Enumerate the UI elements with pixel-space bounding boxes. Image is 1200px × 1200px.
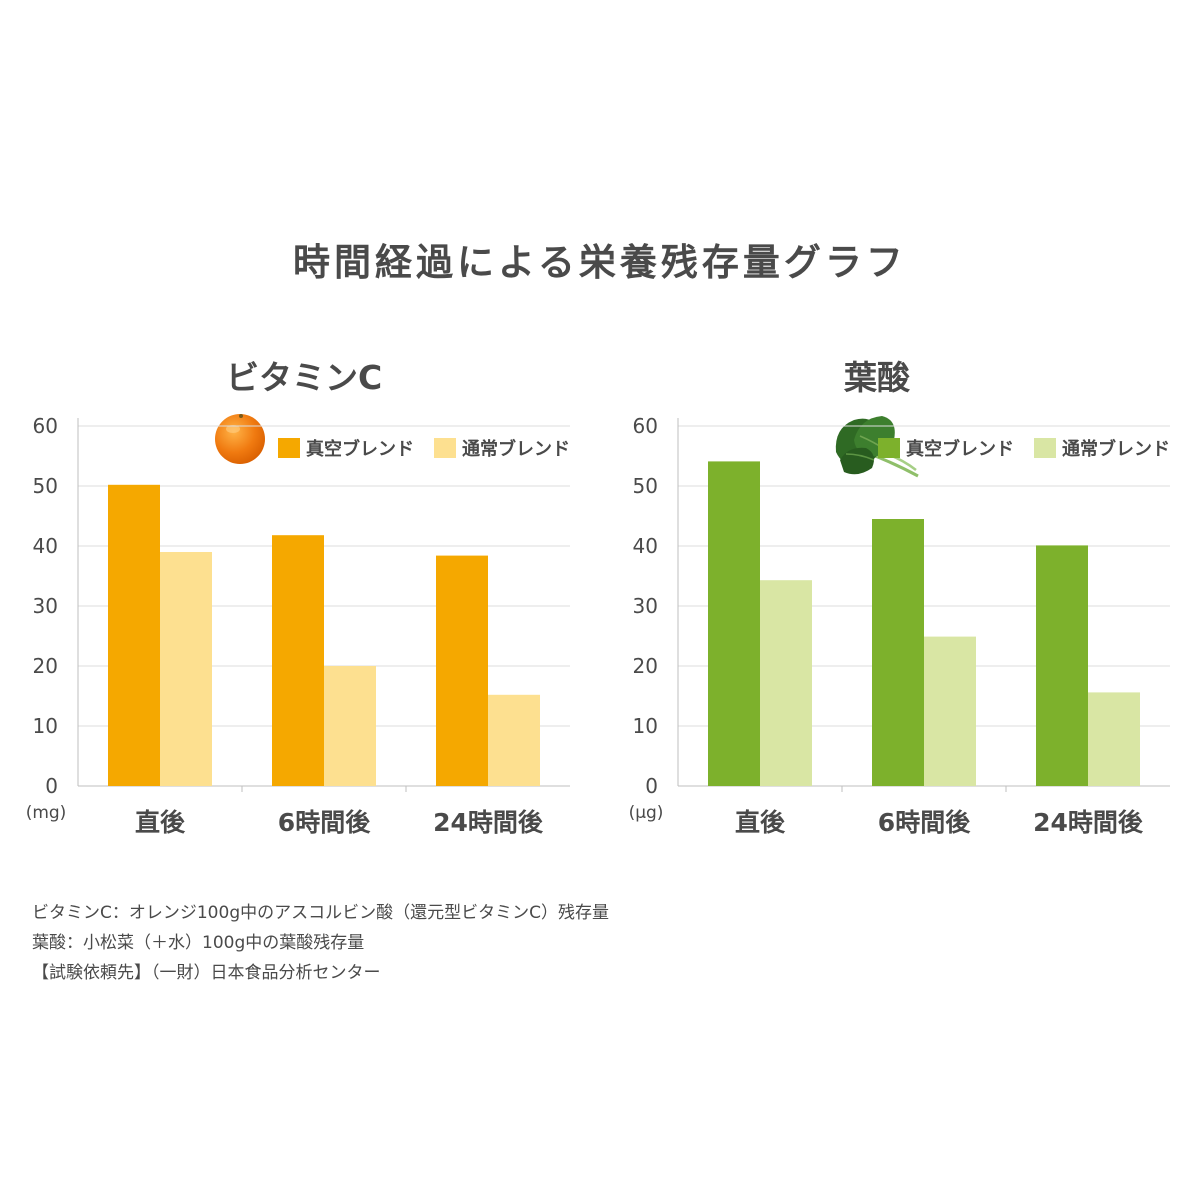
footnote-vitamin-c: ビタミンC：オレンジ100g中のアスコルビン酸（還元型ビタミンC）残存量 xyxy=(32,903,609,923)
y-tick-label: 10 xyxy=(633,714,658,738)
footnote-test-lab: 【試験依頼先】（一財）日本食品分析センター xyxy=(32,963,381,983)
folic-acid-title: 葉酸 xyxy=(844,358,910,397)
bar-normal-1 xyxy=(324,666,376,786)
folic-acid-panel: 葉酸 0 10 20 30 40 50 60 (μg) 直後 6時間後 24時間後 真空ブレンド 通常ブ… xyxy=(600,330,1200,850)
legend-swatch-vacuum xyxy=(878,438,900,458)
category-label: 24時間後 xyxy=(1033,808,1144,837)
category-label: 直後 xyxy=(735,808,786,837)
legend-label-vacuum: 真空ブレンド xyxy=(906,438,1014,460)
y-unit-label: (mg) xyxy=(26,803,67,823)
y-tick-label: 0 xyxy=(45,774,58,798)
vitamin-c-title: ビタミンC xyxy=(226,358,383,397)
bar-vacuum-1 xyxy=(272,535,324,786)
vitamin-c-panel: ビタミンC 0 10 20 30 40 50 60 (mg) 直後 6時間後 24時間後 真空ブレンド… xyxy=(0,330,600,850)
y-tick-label: 50 xyxy=(33,474,58,498)
y-tick-label: 50 xyxy=(633,474,658,498)
bar-normal-0 xyxy=(760,580,812,786)
category-label: 6時間後 xyxy=(878,808,971,837)
y-tick-label: 20 xyxy=(633,654,658,678)
folic-acid-chart: 0 10 20 30 40 50 60 (μg) 直後 6時間後 24時間後 真空ブレンド 通常ブレンド xyxy=(629,414,1170,837)
y-tick-label: 30 xyxy=(33,594,58,618)
bar-vacuum-2 xyxy=(436,555,488,786)
category-label: 直後 xyxy=(135,808,186,837)
footnote-folic-acid: 葉酸：小松菜（＋水）100g中の葉酸残存量 xyxy=(32,933,365,953)
y-tick-label: 60 xyxy=(33,414,58,438)
bar-vacuum-2 xyxy=(1036,545,1088,786)
legend-label-vacuum: 真空ブレンド xyxy=(306,438,414,460)
bar-vacuum-0 xyxy=(108,484,160,786)
y-tick-label: 40 xyxy=(633,534,658,558)
bar-vacuum-0 xyxy=(708,461,760,786)
vitamin-c-chart: 0 10 20 30 40 50 60 (mg) 直後 6時間後 24時間後 真空ブレンド 通常ブレンド xyxy=(26,414,570,837)
footnotes: ビタミンC：オレンジ100g中のアスコルビン酸（還元型ビタミンC）残存量 葉酸：… xyxy=(32,898,609,988)
legend-swatch-normal xyxy=(1034,438,1056,458)
legend-swatch-vacuum xyxy=(278,438,300,458)
y-tick-label: 10 xyxy=(33,714,58,738)
bar-vacuum-1 xyxy=(872,519,924,786)
bar-normal-2 xyxy=(1088,692,1140,786)
y-tick-label: 20 xyxy=(33,654,58,678)
bar-normal-1 xyxy=(924,636,976,786)
category-label: 6時間後 xyxy=(278,808,371,837)
legend-label-normal: 通常ブレンド xyxy=(1062,438,1170,460)
y-tick-label: 30 xyxy=(633,594,658,618)
legend-label-normal: 通常ブレンド xyxy=(462,438,570,460)
y-tick-label: 40 xyxy=(33,534,58,558)
bar-normal-0 xyxy=(160,552,212,786)
y-unit-label: (μg) xyxy=(629,803,664,823)
y-tick-label: 60 xyxy=(633,414,658,438)
page-title: 時間経過による栄養残存量グラフ xyxy=(293,241,907,284)
y-tick-label: 0 xyxy=(645,774,658,798)
bar-normal-2 xyxy=(488,694,540,786)
legend-swatch-normal xyxy=(434,438,456,458)
category-label: 24時間後 xyxy=(433,808,544,837)
